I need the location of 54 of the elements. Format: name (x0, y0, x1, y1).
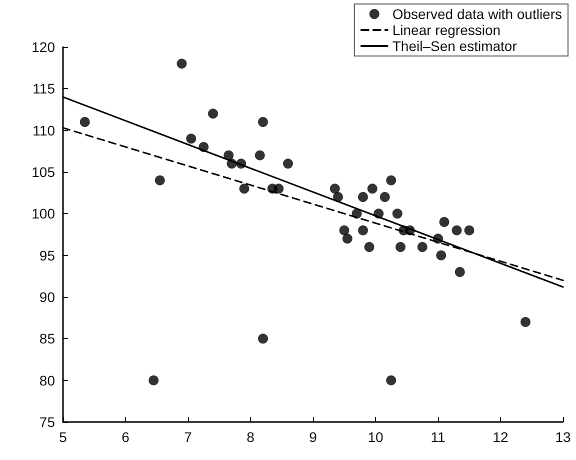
point (464, 225, 474, 236)
x-tick-label: 11 (430, 429, 446, 445)
y-tick-label: 120 (32, 39, 56, 55)
x-tick-label: 6 (122, 429, 130, 445)
legend-label: Linear regression (392, 22, 501, 38)
point (417, 242, 428, 252)
point (396, 242, 406, 252)
legend-label: Theil–Sen estimator (392, 38, 518, 54)
y-tick-label: 105 (32, 164, 56, 180)
x-tick-label: 7 (184, 429, 192, 445)
point (367, 184, 378, 194)
y-tick-label: 100 (32, 206, 56, 222)
y-tick-label: 85 (39, 330, 56, 347)
point (239, 184, 250, 194)
x-tick-label: 9 (309, 429, 318, 445)
point (258, 117, 268, 127)
point (520, 317, 530, 327)
y-tick-label: 115 (32, 80, 56, 97)
point (342, 234, 352, 244)
x-tick-label: 12 (492, 429, 508, 445)
point (364, 242, 374, 252)
y-tick-label: 80 (39, 372, 56, 388)
point (330, 184, 340, 194)
y-tick-label: 75 (39, 414, 56, 430)
point (454, 267, 465, 277)
point (333, 192, 343, 202)
point (80, 117, 90, 127)
legend-label: Observed data with outliers (392, 6, 562, 22)
x-tick-label: 13 (555, 429, 571, 445)
point (148, 375, 159, 386)
point (154, 175, 165, 186)
x-tick-label: 5 (59, 429, 68, 445)
point (283, 158, 293, 169)
point (358, 225, 368, 236)
y-tick-label: 90 (39, 289, 56, 305)
point (186, 134, 196, 144)
x-tick-label: 10 (368, 429, 384, 445)
point (439, 217, 450, 227)
point (254, 150, 265, 160)
point (176, 58, 187, 69)
point (208, 108, 218, 119)
y-tick-label: 110 (32, 122, 56, 138)
x-tick-label: 8 (246, 429, 255, 445)
point (386, 375, 396, 386)
point (380, 192, 390, 202)
point (436, 250, 446, 260)
point (452, 225, 462, 236)
point (258, 334, 268, 344)
point (358, 192, 368, 202)
point (339, 225, 350, 236)
y-tick-label: 95 (39, 247, 56, 264)
point (392, 208, 402, 219)
point (386, 175, 396, 186)
point (274, 184, 284, 194)
